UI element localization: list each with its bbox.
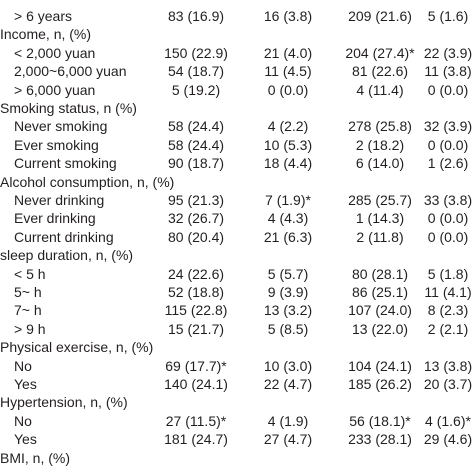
table-cell: 15 (21.7) bbox=[167, 320, 225, 337]
table-cell: 181 (24.7) bbox=[164, 431, 228, 448]
row-label: > 9 h bbox=[14, 320, 46, 337]
section-header: Alcohol consumption, n, (%) bbox=[0, 173, 175, 190]
table-cell: 11 (4.5) bbox=[264, 63, 312, 80]
table-cell: 5 (1.8) bbox=[427, 265, 469, 282]
table-cell: 4 (2.2) bbox=[267, 118, 309, 135]
table-cell: 204 (27.4)* bbox=[345, 44, 415, 61]
row-label: > 6,000 yuan bbox=[14, 81, 96, 98]
table-cell: 285 (25.7) bbox=[348, 192, 412, 208]
section-header: Physical exercise, n, (%) bbox=[0, 339, 154, 356]
table-cell: 5 (1.6) bbox=[427, 8, 469, 24]
table-cell: 58 (24.4) bbox=[167, 136, 225, 153]
section-header: BMI, n, (%) bbox=[0, 449, 71, 466]
table-cell: 21 (4.0) bbox=[263, 44, 313, 61]
table-cell: 80 (28.1) bbox=[351, 265, 409, 282]
row-label: Yes bbox=[14, 431, 37, 448]
table-cell: 2 (11.8) bbox=[356, 228, 404, 245]
table-cell: 278 (25.8) bbox=[348, 118, 412, 135]
table-cell: 32 (26.7) bbox=[167, 210, 225, 227]
row-label: > 6 years bbox=[14, 8, 72, 24]
table-cell: 107 (24.0) bbox=[348, 302, 412, 319]
table-cell: 13 (3.8) bbox=[423, 357, 473, 374]
row-label: 7~ h bbox=[14, 302, 42, 319]
table-cell: 4 (1.6)* bbox=[425, 412, 471, 429]
table-cell: 5 (8.5) bbox=[267, 320, 309, 337]
table-cell: 209 (21.6) bbox=[348, 8, 412, 24]
table-cell: 83 (16.9) bbox=[167, 8, 225, 24]
table-cell: 11 (3.8) bbox=[424, 63, 472, 80]
table-cell: 0 (0.0) bbox=[267, 81, 309, 98]
table-cell: 140 (24.1) bbox=[164, 376, 228, 392]
table-cell: 54 (18.7) bbox=[167, 63, 225, 80]
section-header: sleep duration, n, (%) bbox=[0, 247, 134, 264]
row-label: Ever smoking bbox=[14, 136, 99, 153]
row-label: Ever drinking bbox=[14, 210, 96, 227]
table-cell: 56 (18.1)* bbox=[349, 412, 411, 429]
table-cell: 1 (2.6) bbox=[427, 155, 469, 172]
table-cell: 4 (1.9) bbox=[267, 412, 309, 429]
table-cell: 24 (22.6) bbox=[167, 265, 225, 282]
row-label: < 2,000 yuan bbox=[14, 44, 96, 61]
table-cell: 81 (22.6) bbox=[351, 63, 409, 80]
table-cell: 9 (3.9) bbox=[267, 284, 309, 300]
table-cell: 4 (4.3) bbox=[267, 210, 309, 227]
section-header: Hypertension, n, (%) bbox=[0, 394, 128, 411]
table-cell: 58 (24.4) bbox=[167, 118, 225, 135]
table-cell: 1 (14.3) bbox=[355, 210, 405, 227]
table-cell: 32 (3.9) bbox=[423, 118, 473, 135]
table-cell: 52 (18.8) bbox=[167, 284, 225, 300]
table-cell: 18 (4.4) bbox=[263, 155, 313, 172]
table-cell: 233 (28.1) bbox=[348, 431, 412, 448]
row-label: Current drinking bbox=[14, 228, 114, 245]
row-label: Never smoking bbox=[14, 118, 108, 135]
table-cell: 2 (2.1) bbox=[427, 320, 469, 337]
table-cell: 33 (3.8) bbox=[423, 192, 473, 208]
table-cell: 4 (11.4) bbox=[356, 81, 404, 98]
table-cell: 13 (22.0) bbox=[351, 320, 409, 337]
table-cell: 27 (11.5)* bbox=[165, 412, 227, 429]
table-cell: 8 (2.3) bbox=[427, 302, 469, 319]
table-cell: 22 (4.7) bbox=[263, 376, 313, 392]
table-cell: 0 (0.0) bbox=[427, 81, 469, 98]
table-cell: 0 (0.0) bbox=[427, 210, 469, 227]
table-cell: 6 (14.0) bbox=[355, 155, 405, 172]
table-cell: 0 (0.0) bbox=[427, 136, 469, 153]
section-header: Smoking status, n (%) bbox=[0, 100, 137, 116]
row-label: Never drinking bbox=[14, 192, 105, 208]
table-cell: 5 (19.2) bbox=[171, 81, 221, 98]
row-label: No bbox=[14, 357, 32, 374]
table-cell: 20 (3.7) bbox=[423, 376, 473, 392]
table-cell: 69 (17.7)* bbox=[165, 357, 227, 374]
table-cell: 95 (21.3) bbox=[167, 192, 225, 208]
table-cell: 29 (4.6) bbox=[423, 431, 473, 448]
row-label: No bbox=[14, 412, 32, 429]
table-cell: 16 (3.8) bbox=[263, 8, 313, 24]
table-cell: 150 (22.9) bbox=[164, 44, 228, 61]
table-cell: 5 (5.7) bbox=[267, 265, 309, 282]
table-cell: 0 (0.0) bbox=[427, 228, 469, 245]
table-cell: 80 (20.4) bbox=[167, 228, 225, 245]
table-cell: 10 (3.0) bbox=[263, 357, 313, 374]
row-label: 2,000~6,000 yuan bbox=[14, 63, 127, 80]
table-cell: 90 (18.7) bbox=[167, 155, 225, 172]
table-cell: 185 (26.2) bbox=[348, 376, 412, 392]
table-cell: 10 (5.3) bbox=[263, 136, 313, 153]
table-cell: 11 (4.1) bbox=[424, 284, 472, 300]
table-cell: 104 (24.1) bbox=[348, 357, 412, 374]
row-label: Yes bbox=[14, 376, 37, 392]
table-cell: 2 (18.2) bbox=[355, 136, 405, 153]
table-cell: 13 (3.2) bbox=[263, 302, 313, 319]
table-cell: 27 (4.7) bbox=[263, 431, 313, 448]
row-label: 5~ h bbox=[14, 284, 42, 300]
table-cell: 86 (25.1) bbox=[351, 284, 409, 300]
table-cell: 7 (1.9)* bbox=[265, 192, 311, 208]
row-label: Current smoking bbox=[14, 155, 117, 172]
table-cell: 115 (22.8) bbox=[164, 302, 228, 319]
table-cell: 21 (6.3) bbox=[263, 228, 313, 245]
row-label: < 5 h bbox=[14, 265, 46, 282]
table-cell: 22 (3.9) bbox=[423, 44, 473, 61]
section-header: Income, n, (%) bbox=[0, 26, 92, 43]
